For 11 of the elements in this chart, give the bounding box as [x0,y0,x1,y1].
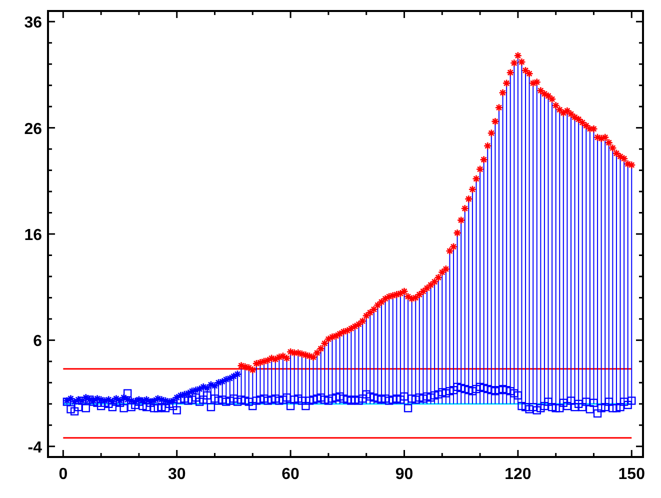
y-tick-label: 26 [24,120,42,138]
x-tick-label: 120 [504,466,532,483]
y-tick-label: 16 [24,227,42,244]
x-tick-label: 0 [58,466,68,483]
x-tick-label: 150 [618,466,646,483]
y-tick-label: -4 [28,439,42,456]
x-tick-label: 60 [282,466,300,483]
x-tick-label: 30 [168,466,186,483]
y-tick-label: 6 [33,333,42,350]
y-tick-label: 36 [24,14,42,32]
x-tick-label: 90 [395,466,414,483]
